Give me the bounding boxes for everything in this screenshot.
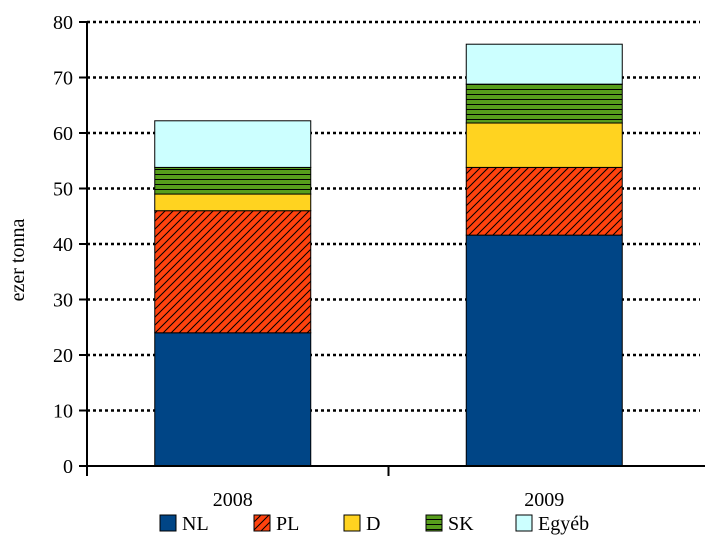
y-tick-label-20: 20 <box>53 345 73 367</box>
y-tick-label-10: 10 <box>53 401 73 423</box>
legend-swatch-D <box>343 514 361 532</box>
legend-swatch-NL <box>159 514 177 532</box>
bar-2008-PL <box>154 210 312 334</box>
legend-label-PL: PL <box>276 513 299 535</box>
bar-2008-SK <box>154 166 312 195</box>
y-tick-label-60: 60 <box>53 123 73 145</box>
y-tick-label-80: 80 <box>53 12 73 34</box>
bar-2008-NL <box>154 332 312 467</box>
bar-2009-D <box>465 122 623 168</box>
bars <box>154 43 623 467</box>
x-tick-label-2008: 2008 <box>213 489 253 511</box>
y-tick-label-0: 0 <box>63 456 73 478</box>
y-tick-label-30: 30 <box>53 290 73 312</box>
legend-swatch-Egyéb <box>515 514 533 532</box>
x-tick-label-2009: 2009 <box>524 489 564 511</box>
y-tick-label-40: 40 <box>53 234 73 256</box>
legend: NL PL D SK Egyéb <box>159 513 589 535</box>
legend-label-SK: SK <box>448 513 474 535</box>
bar-2009-SK <box>465 83 623 124</box>
y-tick-label-70: 70 <box>53 68 73 90</box>
legend-swatch-SK <box>425 514 443 532</box>
legend-label-D: D <box>366 513 380 535</box>
y-axis-title: ezer tonna <box>7 219 29 302</box>
bar-2009-Egyéb <box>465 43 623 85</box>
legend-swatch-PL <box>253 514 271 532</box>
legend-label-NL: NL <box>182 513 209 535</box>
bar-2009-NL <box>465 234 623 467</box>
y-tick-labels: 0 10 20 30 40 50 60 70 80 <box>53 12 87 478</box>
y-tick-label-50: 50 <box>53 179 73 201</box>
legend-label-Egyéb: Egyéb <box>538 513 589 535</box>
x-tick-labels: 2008 2009 <box>86 466 564 511</box>
bar-2008-Egyéb <box>154 120 312 168</box>
bar-2009-PL <box>465 166 623 236</box>
bar-2008-D <box>154 193 312 212</box>
